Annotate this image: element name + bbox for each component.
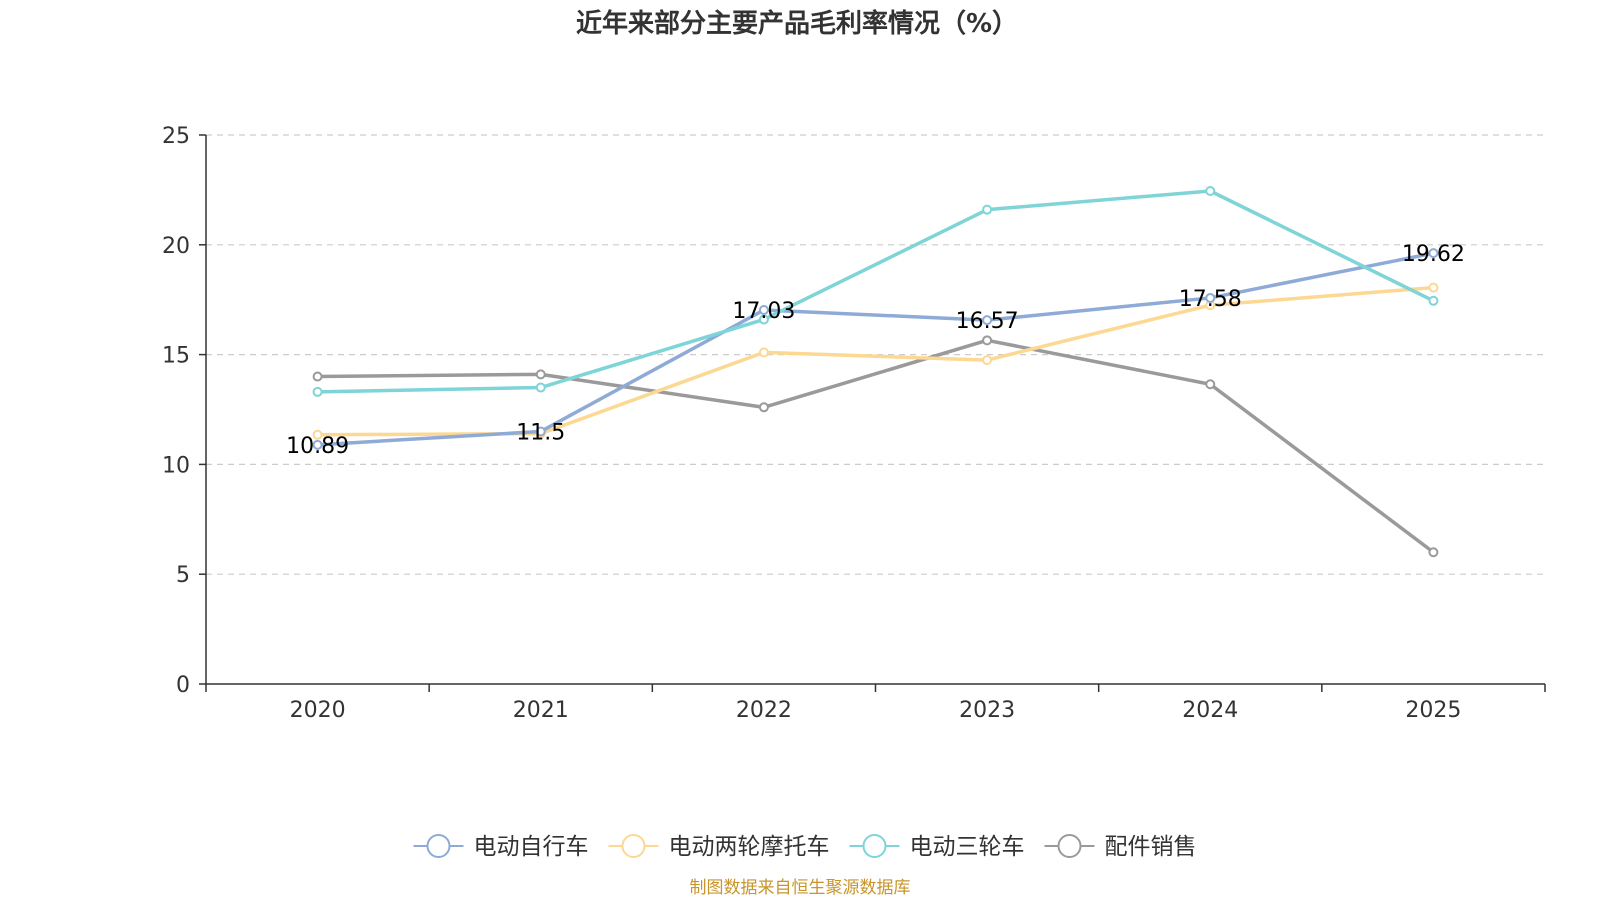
data-point [1205,292,1216,303]
y-tick-label: 5 [176,563,190,588]
data-point [312,429,323,440]
data-point [982,335,993,346]
data-point [758,402,769,413]
x-tick-label: 2020 [290,698,346,723]
source-note: 制图数据来自恒生聚源数据库 [690,878,911,898]
data-point [535,369,546,380]
y-tick-label: 10 [162,453,190,478]
x-tick-label: 2022 [736,698,792,723]
legend-item: 电动三轮车 [849,834,1025,860]
data-point [1428,248,1439,259]
data-point [1428,547,1439,558]
series-line [315,189,1436,394]
legend: 电动自行车 电动两轮摩托车 电动三轮车 配件销售 [413,834,1197,860]
legend-label: 配件销售 [1105,834,1197,860]
legend-item: 电动自行车 [413,834,589,860]
data-point [312,386,323,397]
data-label: 19.62 [1402,242,1465,267]
x-tick-label: 2021 [513,698,569,723]
data-labels: 10.89 11.5 17.03 16.57 17.58 19.62 [286,242,1465,459]
y-tick-label: 0 [176,673,190,698]
data-point [982,355,993,366]
legend-label: 电动自行车 [474,834,589,860]
x-tick-label: 2025 [1405,698,1461,723]
series-line [315,285,1436,437]
data-point [982,315,993,326]
data-point [758,305,769,316]
data-point [312,439,323,450]
data-point [1205,379,1216,390]
legend-item: 配件销售 [1044,834,1197,860]
data-point [312,371,323,382]
y-tick-label: 15 [162,344,190,369]
data-label: 17.58 [1179,287,1242,312]
legend-item: 电动两轮摩托车 [608,834,830,860]
data-label: 11.5 [516,420,565,445]
data-point [1428,282,1439,293]
data-point [982,204,993,215]
data-label: 16.57 [956,309,1019,334]
y-tick-label: 20 [162,234,190,259]
series-line [315,251,1436,447]
data-point [535,382,546,393]
data-label: 10.89 [286,434,349,459]
data-point [758,347,769,358]
legend-marker [426,834,451,858]
legend-marker [862,834,887,858]
data-point [535,426,546,437]
legend-marker [621,834,646,858]
series-line [315,338,1436,554]
legend-label: 电动两轮摩托车 [669,834,830,860]
data-point [1428,295,1439,306]
x-tick-label: 2023 [959,698,1015,723]
series-lines [312,185,1439,558]
y-tick-label: 25 [162,124,190,149]
data-label: 17.03 [732,299,795,324]
x-tick-label: 2024 [1182,698,1238,723]
chart-title: 近年来部分主要产品毛利率情况（%） [576,8,1018,39]
legend-label: 电动三轮车 [910,834,1025,860]
legend-marker [1057,834,1082,858]
data-point [758,314,769,325]
data-point [1205,185,1216,196]
